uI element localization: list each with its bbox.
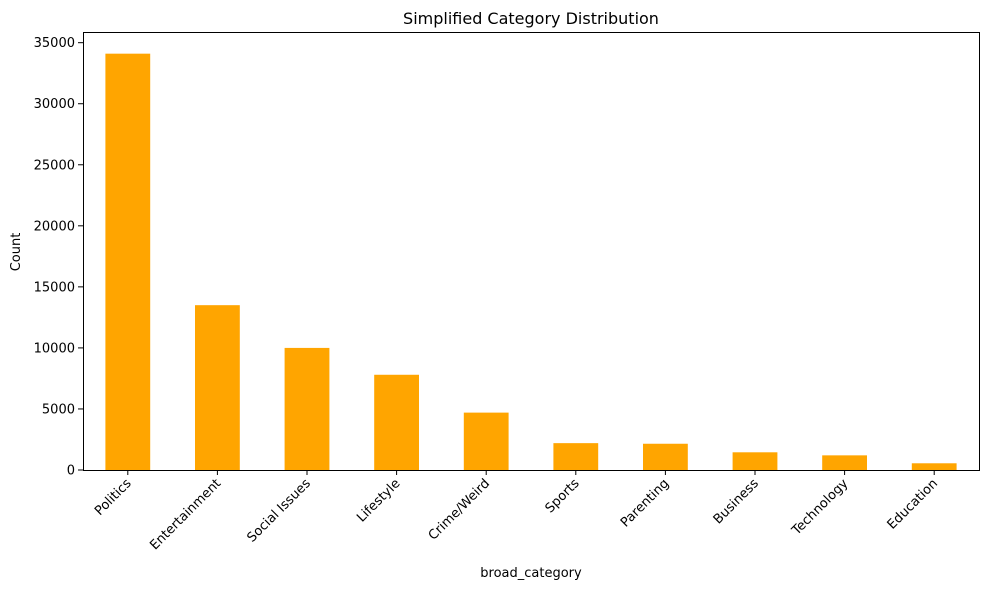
- x-tick-label: Parenting: [618, 476, 672, 530]
- bar-sports: [553, 443, 599, 470]
- y-ticks-group: 0 5000 10000 15000 20000 25000 30000 35000: [34, 36, 83, 479]
- bar-social-issues: [284, 347, 330, 470]
- bar-entertainment: [195, 305, 240, 470]
- x-tick-label: Crime/Weird: [426, 476, 493, 543]
- y-tick-label: 20000: [34, 219, 75, 234]
- x-tick-label: Business: [711, 476, 762, 527]
- y-tick-label: 15000: [34, 280, 75, 295]
- bar-education: [911, 463, 957, 470]
- bar-technology: [822, 455, 867, 470]
- chart-title: Simplified Category Distribution: [403, 9, 659, 28]
- x-tick-label: Lifestyle: [354, 476, 403, 525]
- y-tick-label: 10000: [34, 341, 75, 356]
- bar-lifestyle: [374, 374, 419, 470]
- x-tick-label: Technology: [789, 476, 852, 539]
- bar-crime-weird: [463, 412, 509, 470]
- bar-politics: [105, 53, 151, 470]
- plot-frame: [83, 32, 980, 471]
- bars-group: [105, 53, 957, 470]
- y-tick-label: 5000: [42, 402, 75, 417]
- x-ticks-group: Politics Entertainment Social Issues Lifest…: [92, 470, 941, 553]
- x-axis-label: broad_category: [480, 566, 582, 581]
- y-tick-label: 25000: [34, 158, 75, 173]
- bar-business: [732, 452, 778, 470]
- bar-parenting: [643, 443, 688, 470]
- x-tick-label: Social Issues: [244, 476, 314, 546]
- y-tick-label: 0: [67, 464, 75, 479]
- x-tick-label: Sports: [543, 476, 583, 516]
- x-tick-label: Politics: [92, 476, 135, 519]
- x-tick-label: Entertainment: [147, 476, 224, 553]
- x-tick-label: Education: [885, 476, 941, 532]
- y-axis-label: Count: [9, 233, 24, 272]
- y-tick-label: 30000: [34, 97, 75, 112]
- y-tick-label: 35000: [34, 36, 75, 51]
